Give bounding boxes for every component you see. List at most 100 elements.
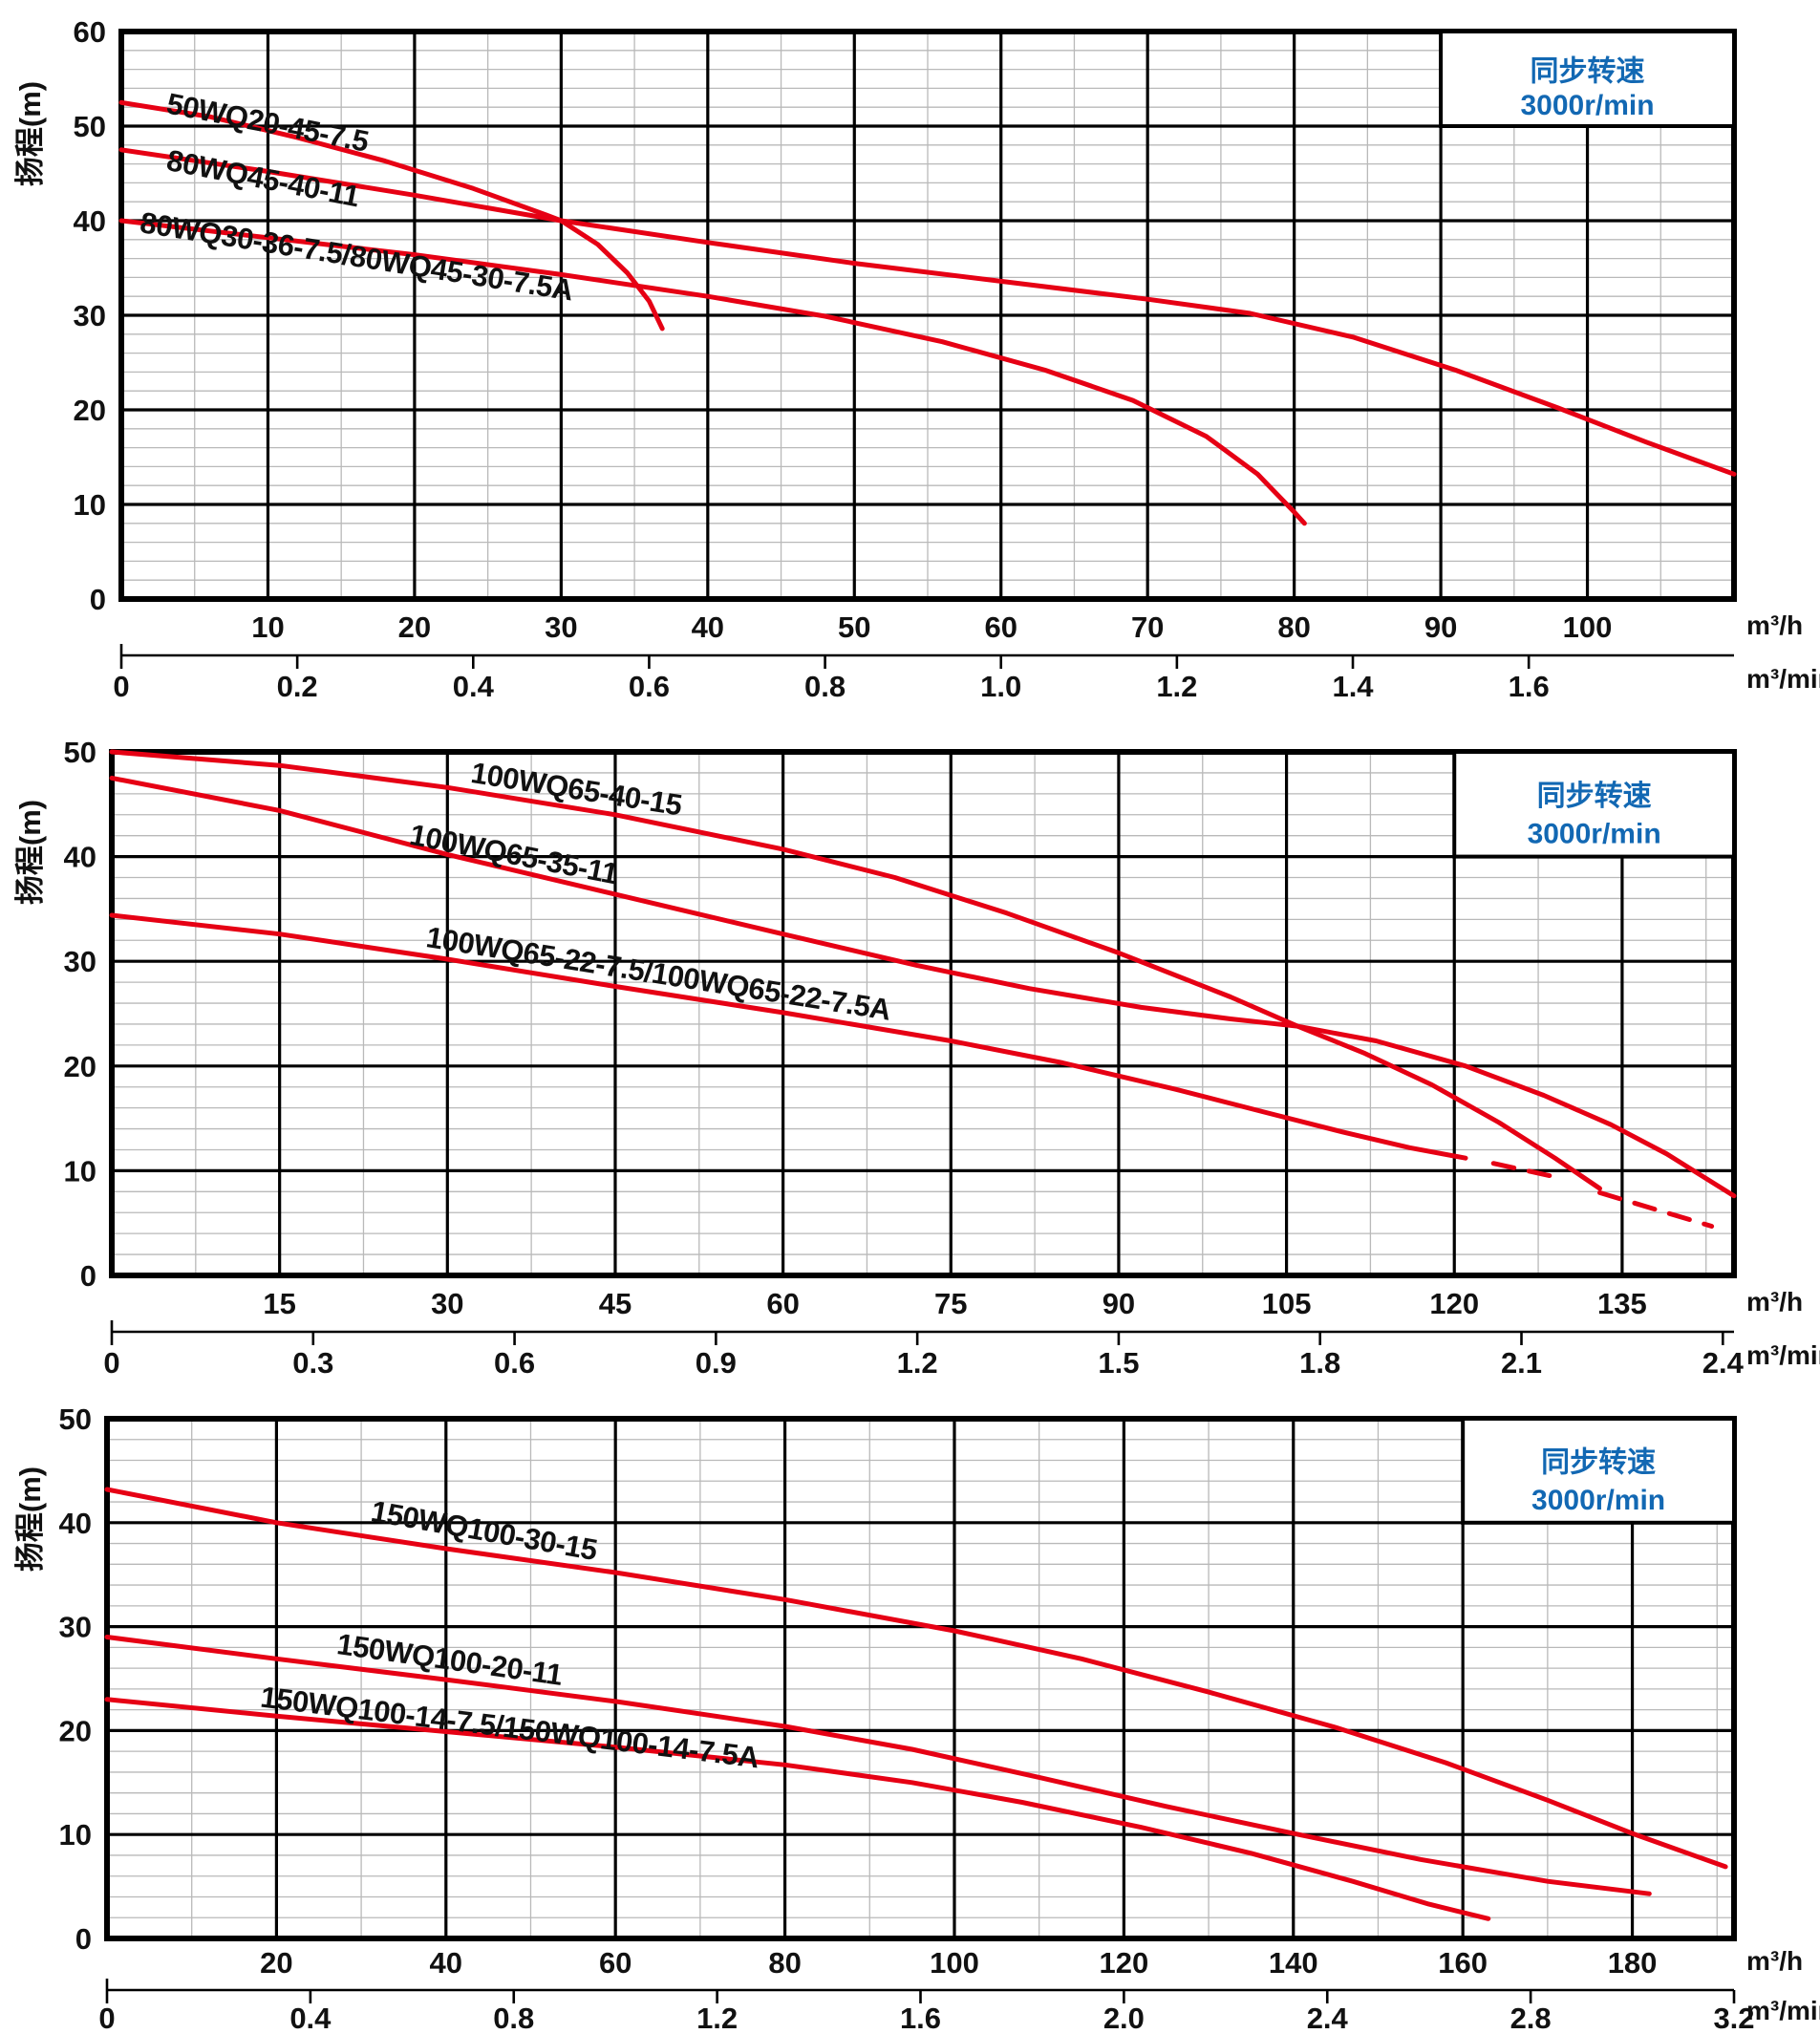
ruler-label: 0 [98,2002,115,2034]
ruler-label: 1.8 [1299,1346,1340,1380]
x-tick-label: 90 [1103,1287,1135,1320]
y-tick-label: 50 [74,110,106,143]
ruler-label: 1.4 [1332,670,1374,703]
speed-note-line1: 同步转速 [1531,56,1645,88]
ruler-label: 1.5 [1098,1346,1139,1380]
speed-note-line2: 3000r/min [1520,90,1654,121]
curve-dash-segment-1 [1490,1161,1563,1181]
y-axis-title: 扬程(m) [13,800,47,905]
ruler-label: 0.6 [629,670,670,703]
x-tick-label: 30 [545,610,577,644]
y-tick-label: 40 [74,204,106,238]
x-tick-label: 20 [398,610,431,644]
ruler-label: 2.8 [1510,2002,1552,2034]
ruler-label: 0.4 [453,670,495,703]
curve-50WQ20-45-7.5 [118,99,665,332]
x-tick-label: 70 [1131,610,1164,644]
ruler-label: 0.8 [493,2002,534,2034]
x-tick-label: 120 [1429,1287,1479,1320]
chart-1: 同步转速3000r/min50WQ20-45-7.580WQ45-40-1180… [13,15,1820,703]
curve-150WQ100-30-15 [104,1487,1728,1870]
curve-80WQ45-40-11 [118,147,1737,477]
curve-80WQ30-36-7.5/80WQ45-30-7.5A [118,218,1307,526]
y-tick-label: 50 [64,736,96,769]
chart-3: 同步转速3000r/min150WQ100-30-15150WQ100-20-1… [13,1402,1820,2034]
x-tick-label: 40 [692,610,724,644]
unit-m3min: m³/min [1746,1340,1820,1370]
speed-note-box [1452,750,1736,859]
speed-note-box [1461,1417,1736,1525]
x-tick-label: 30 [431,1287,463,1320]
x-tick-label: 90 [1424,610,1457,644]
curve-label-80WQ45-40-11: 80WQ45-40-11 [164,143,362,213]
unit-m3h: m³/h [1746,610,1803,640]
y-tick-label: 30 [64,945,96,978]
ruler-label: 2.4 [1702,1346,1745,1380]
y-tick-label: 20 [74,394,106,427]
ruler-label: 2.4 [1307,2002,1349,2034]
x-tick-label: 140 [1269,1946,1318,1980]
ruler-label: 0.4 [289,2002,332,2034]
ruler-label: 0 [113,670,129,703]
ruler-label: 3.2 [1713,2002,1754,2034]
speed-note-line2: 3000r/min [1531,1485,1665,1516]
x-tick-label: 50 [838,610,870,644]
ruler-label: 1.0 [980,670,1021,703]
unit-m3h: m³/h [1746,1287,1803,1317]
plot-border [104,1416,1737,1941]
x-tick-label: 60 [599,1946,632,1980]
x-tick-label: 100 [1563,610,1613,644]
x-tick-label: 80 [768,1946,801,1980]
ruler-label: 1.2 [897,1346,938,1380]
unit-m3h: m³/h [1746,1946,1803,1976]
major-grid [107,1419,1734,1938]
y-tick-label: 50 [59,1402,92,1436]
curve-label-100WQ65-22-7.5/100WQ65-22-7.5A: 100WQ65-22-7.5/100WQ65-22-7.5A [424,920,893,1026]
ruler-label: 0.2 [277,670,318,703]
unit-m3min: m³/min [1746,664,1820,694]
ruler-label: 1.6 [900,2002,941,2034]
y-tick-label: 0 [90,583,106,616]
curve-150WQ100-14-7.5/150WQ100-14-7.5A [104,1697,1491,1921]
x-tick-label: 105 [1262,1287,1312,1320]
x-tick-label: 10 [251,610,284,644]
speed-note-box [1439,30,1737,128]
x-tick-label: 75 [934,1287,967,1320]
x-tick-label: 180 [1608,1946,1658,1980]
plot-border [118,29,1737,602]
x-tick-label: 100 [930,1946,979,1980]
y-axis-title: 扬程(m) [13,81,47,186]
y-tick-label: 20 [59,1714,92,1747]
ruler-label: 0.8 [804,670,846,703]
plot-border [109,749,1737,1278]
x-tick-label: 80 [1277,610,1310,644]
y-tick-label: 30 [74,299,106,332]
speed-note-line1: 同步转速 [1541,1447,1656,1479]
ruler-label: 0.9 [696,1346,737,1380]
y-tick-label: 40 [64,841,96,874]
x-tick-label: 15 [263,1287,295,1320]
curve-label-100WQ65-35-11: 100WQ65-35-11 [407,818,621,891]
ruler-label: 1.2 [696,2002,738,2034]
ruler-label: 2.1 [1501,1346,1542,1380]
y-tick-label: 30 [59,1611,92,1644]
x-tick-label: 120 [1100,1946,1149,1980]
major-grid [121,32,1734,599]
x-tick-label: 20 [260,1946,292,1980]
curve-100WQ65-22-7.5/100WQ65-22-7.5A [109,912,1468,1161]
ruler-label: 0 [103,1346,119,1380]
y-tick-label: 10 [59,1818,92,1852]
y-tick-label: 10 [64,1154,96,1188]
x-tick-label: 45 [599,1287,632,1320]
x-tick-label: 135 [1597,1287,1647,1320]
y-axis-title: 扬程(m) [13,1467,47,1572]
y-tick-label: 10 [74,488,106,522]
ruler-label: 0.6 [494,1346,535,1380]
x-tick-label: 160 [1438,1946,1488,1980]
ruler-label: 1.6 [1509,670,1550,703]
ruler-label: 1.2 [1156,670,1197,703]
curve-label-150WQ100-14-7.5/150WQ100-14-7.5A: 150WQ100-14-7.5/150WQ100-14-7.5A [259,1681,761,1775]
speed-note-line2: 3000r/min [1528,818,1661,849]
y-tick-label: 0 [80,1259,96,1293]
ruler-label: 2.0 [1103,2002,1145,2034]
